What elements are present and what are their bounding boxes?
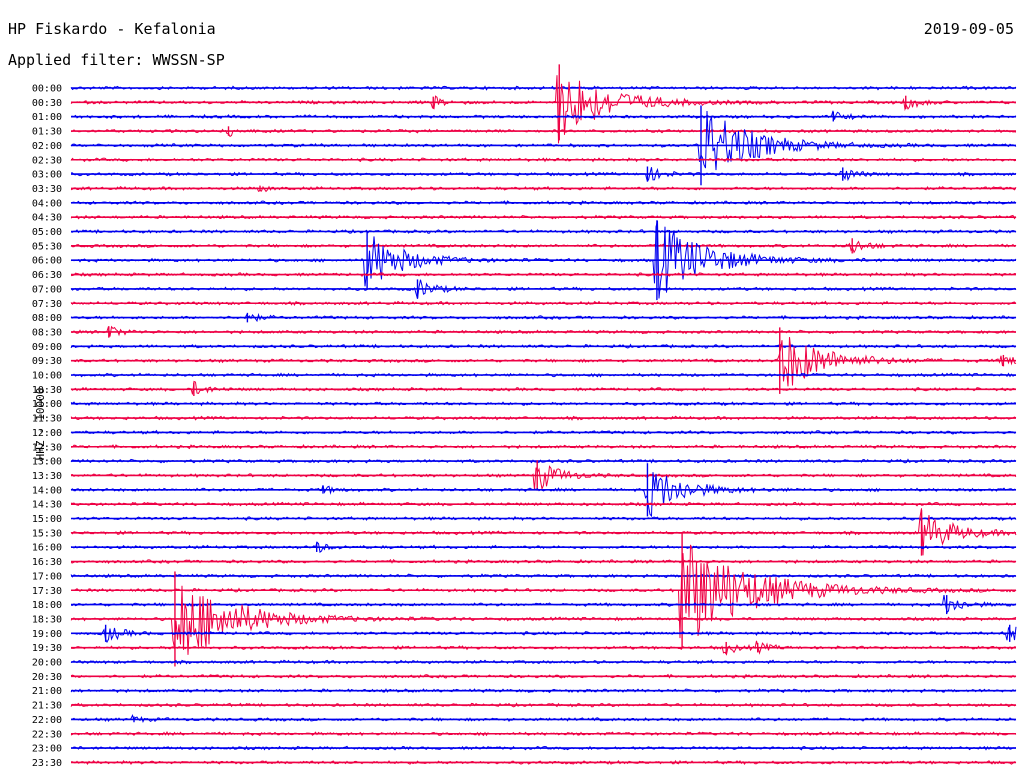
row-label: 02:30 [32,155,62,166]
trace-line [70,659,1017,665]
row-label: 02:00 [32,141,62,152]
row-label: 13:30 [32,471,62,482]
row-label: 06:00 [32,256,62,267]
trace-line [70,465,1017,491]
row-label: 18:30 [32,614,62,625]
row-label: 12:00 [32,428,62,439]
row-label: 18:00 [32,600,62,611]
row-label: 10:00 [32,371,62,382]
row-label: 00:00 [32,84,62,95]
row-label: 15:30 [32,528,62,539]
trace-line [70,714,1017,724]
trace-line [70,337,1017,387]
trace-line [70,75,1017,144]
row-label: 07:30 [32,299,62,310]
row-label: 08:00 [32,313,62,324]
row-label: 20:30 [32,672,62,683]
row-label: 20:00 [32,658,62,669]
trace-line [70,508,1017,556]
filter-subtitle: Applied filter: WWSSN-SP [8,51,225,69]
row-label: 08:30 [32,327,62,338]
row-label: 23:00 [32,744,62,755]
trace-line [70,626,1017,644]
row-label: 16:30 [32,557,62,568]
row-label: 17:30 [32,586,62,597]
row-label: 15:00 [32,514,62,525]
row-label: 13:00 [32,457,62,468]
trace-line [70,380,1017,395]
trace-line [70,220,1017,299]
row-label: 17:00 [32,571,62,582]
row-label: 12:30 [32,442,62,453]
row-label: 21:30 [32,701,62,712]
row-label: 14:00 [32,485,62,496]
row-label: 07:00 [32,284,62,295]
row-label: 01:00 [32,112,62,123]
row-label: 19:30 [32,643,62,654]
row-label: 01:30 [32,127,62,138]
row-label: 06:30 [32,270,62,281]
trace-line [70,300,1017,307]
row-label: 05:00 [32,227,62,238]
trace-line [70,585,1017,655]
station-title: HP Fiskardo - Kefalonia [8,20,216,38]
row-label: 05:30 [32,241,62,252]
trace-line [70,110,1017,171]
trace-line [70,110,1017,121]
row-label: 04:00 [32,198,62,209]
row-label: 11:30 [32,414,62,425]
row-label: 00:30 [32,98,62,109]
trace-line [70,240,1017,254]
row-label: 10:30 [32,385,62,396]
trace-line [70,472,1017,518]
row-label: 04:30 [32,213,62,224]
row-label: 11:00 [32,399,62,410]
row-label: 23:30 [32,758,62,769]
row-label: 22:00 [32,715,62,726]
row-label: 03:00 [32,170,62,181]
row-label: 21:00 [32,686,62,697]
row-label: 19:00 [32,629,62,640]
record-date: 2019-09-05 [923,20,1014,38]
row-label: 14:30 [32,500,62,511]
row-label: 09:30 [32,356,62,367]
row-label: 03:30 [32,184,62,195]
row-label: 16:00 [32,543,62,554]
row-label: 09:00 [32,342,62,353]
row-label: 22:30 [32,729,62,740]
